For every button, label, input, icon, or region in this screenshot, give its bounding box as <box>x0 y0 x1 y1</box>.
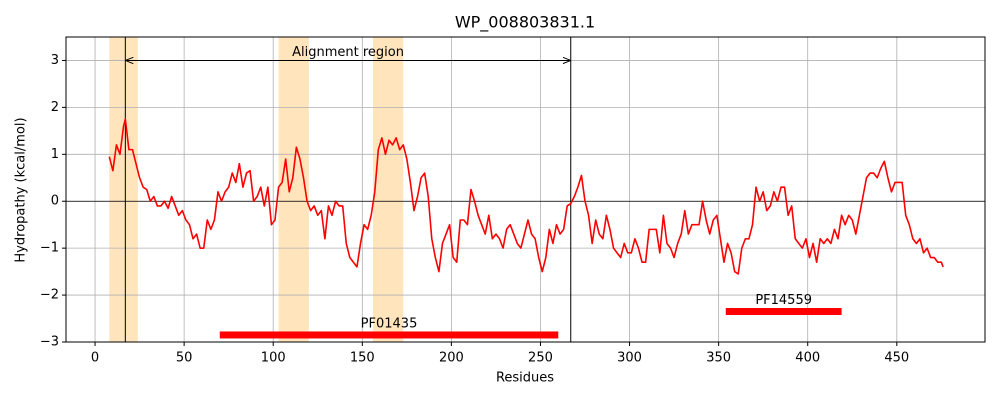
chart-title: WP_008803831.1 <box>455 13 595 33</box>
x-tick-label: 200 <box>439 351 464 366</box>
domain-bar <box>219 331 559 339</box>
highlight-region <box>372 37 404 342</box>
annotation-label: Alignment region <box>292 45 404 60</box>
x-axis-label: Residues <box>496 371 554 386</box>
y-tick-label: −2 <box>40 288 59 303</box>
y-tick-label: −3 <box>40 335 59 350</box>
x-tick-label: 250 <box>528 351 553 366</box>
x-tick-label: 400 <box>795 351 820 366</box>
domain-label: PF14559 <box>755 293 812 308</box>
y-tick-label: 0 <box>51 194 59 209</box>
highlight-region <box>278 37 309 342</box>
plot-frame <box>65 36 986 343</box>
x-tick-label: 50 <box>176 351 193 366</box>
y-axis-label: Hydropathy (kcal/mol) <box>14 117 29 262</box>
x-tick-label: 150 <box>350 351 375 366</box>
domain-bar <box>725 308 842 315</box>
x-tick-label: 350 <box>706 351 731 366</box>
hydropathy-line <box>108 118 944 275</box>
y-tick-label: −1 <box>40 241 59 256</box>
x-tick-label: 0 <box>91 351 99 366</box>
domain-label: PF01435 <box>361 316 418 331</box>
x-tick-label: 450 <box>884 351 909 366</box>
y-tick-label: 3 <box>51 53 59 68</box>
x-tick-label: 100 <box>261 351 286 366</box>
x-tick-label: 300 <box>617 351 642 366</box>
highlight-region <box>109 37 138 342</box>
y-tick-label: 1 <box>51 147 59 162</box>
y-tick-label: 2 <box>51 100 59 115</box>
